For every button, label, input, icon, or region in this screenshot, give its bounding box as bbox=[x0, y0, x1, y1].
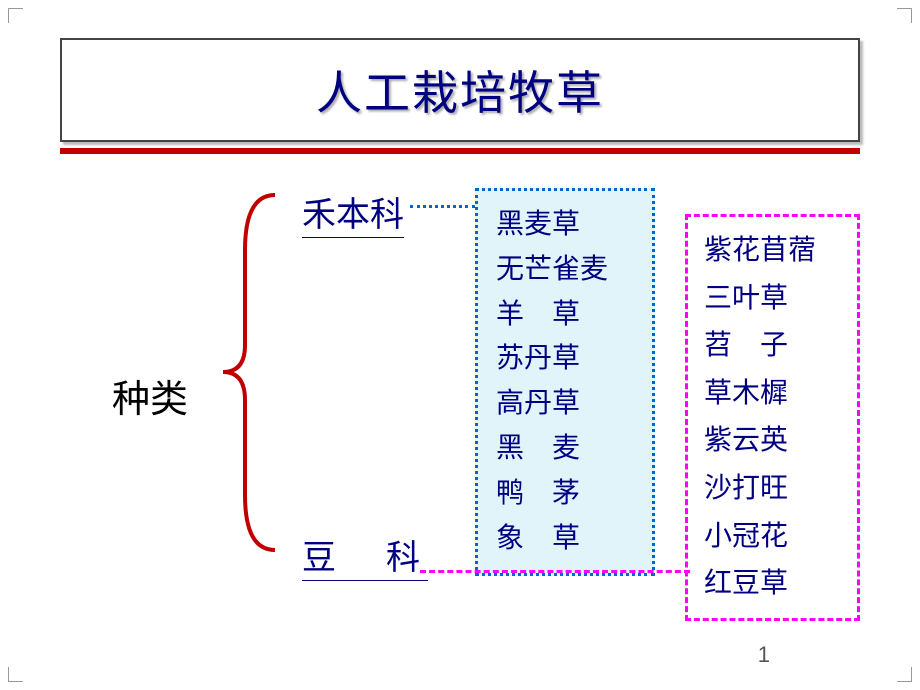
list-item: 小冠花 bbox=[704, 513, 841, 561]
list-item: 三叶草 bbox=[704, 275, 841, 323]
list-item: 紫云英 bbox=[704, 417, 841, 465]
legume-family-box: 紫花苜蓿 三叶草 苕 子 草木樨 紫云英 沙打旺 小冠花 红豆草 bbox=[685, 214, 860, 621]
title-box: 人工栽培牧草 bbox=[60, 38, 860, 142]
corner-marker bbox=[8, 667, 23, 682]
list-item: 草木樨 bbox=[704, 370, 841, 418]
page-number: 1 bbox=[758, 642, 770, 668]
list-item: 羊 草 bbox=[496, 293, 634, 338]
list-item: 红豆草 bbox=[704, 560, 841, 608]
title-underline bbox=[60, 148, 860, 154]
category-1: 禾本科 bbox=[302, 187, 404, 238]
list-item: 鸭 茅 bbox=[496, 472, 634, 517]
root-label: 种类 bbox=[112, 368, 188, 423]
corner-marker bbox=[897, 667, 912, 682]
corner-marker bbox=[8, 8, 23, 23]
list-item: 紫花苜蓿 bbox=[704, 227, 841, 275]
dashed-connector bbox=[420, 570, 690, 573]
list-item: 象 草 bbox=[496, 517, 634, 562]
list-item: 苏丹草 bbox=[496, 337, 634, 382]
dotted-connector bbox=[410, 205, 475, 208]
slide-title: 人工栽培牧草 bbox=[316, 57, 604, 123]
list-item: 黑麦草 bbox=[496, 203, 634, 248]
category-2: 豆 科 bbox=[302, 530, 428, 581]
list-item: 沙打旺 bbox=[704, 465, 841, 513]
grass-family-box: 黑麦草 无芒雀麦 羊 草 苏丹草 高丹草 黑 麦 鸭 茅 象 草 bbox=[475, 188, 655, 576]
list-item: 高丹草 bbox=[496, 382, 634, 427]
slide: 人工栽培牧草 种类 禾本科 豆 科 黑麦草 无芒雀麦 羊 草 苏丹草 高丹草 黑… bbox=[0, 0, 920, 690]
list-item: 黑 麦 bbox=[496, 427, 634, 472]
list-item: 苕 子 bbox=[704, 322, 841, 370]
list-item: 无芒雀麦 bbox=[496, 248, 634, 293]
brace-icon bbox=[215, 190, 285, 555]
corner-marker bbox=[897, 8, 912, 23]
